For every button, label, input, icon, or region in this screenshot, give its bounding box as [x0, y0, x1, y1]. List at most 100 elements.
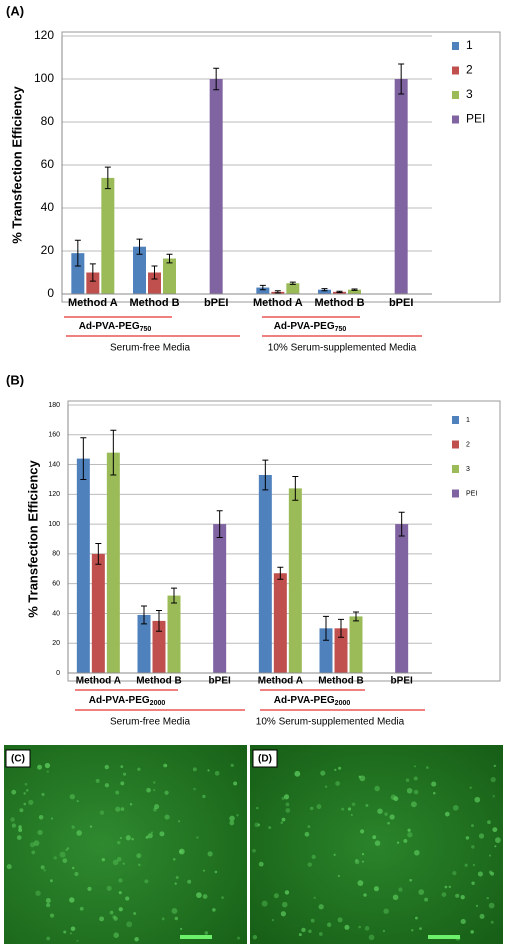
- cell: [118, 878, 123, 883]
- cell: [24, 782, 28, 786]
- cell: [444, 811, 450, 817]
- y-tick-label: 140: [48, 461, 60, 468]
- cell: [214, 770, 220, 776]
- cell: [460, 895, 465, 900]
- legend-label: 2: [466, 441, 470, 448]
- cell: [333, 853, 336, 856]
- cell: [46, 770, 49, 773]
- cell: [63, 930, 67, 934]
- cell: [393, 796, 399, 802]
- panel-label: (C): [11, 754, 25, 765]
- cell: [159, 831, 165, 837]
- bar: [348, 289, 361, 294]
- cell: [355, 858, 359, 862]
- cell: [460, 918, 466, 925]
- cell: [382, 929, 386, 933]
- cell: [479, 913, 485, 919]
- legend-label: 2: [466, 63, 473, 77]
- cell: [28, 799, 34, 805]
- cell: [284, 890, 290, 895]
- cell: [361, 860, 365, 863]
- cell: [307, 825, 311, 829]
- panel-label: (D): [258, 754, 272, 765]
- cell: [357, 880, 364, 886]
- x-tick-label: Method B: [314, 297, 364, 309]
- cell: [344, 924, 350, 930]
- media-label: 10% Serum-supplemented Media: [268, 343, 417, 354]
- group-label-subscript: 750: [140, 326, 152, 333]
- cell: [414, 916, 418, 920]
- cell: [448, 885, 452, 889]
- label-box: [5, 749, 31, 768]
- bar: [152, 620, 166, 673]
- cell: [364, 926, 370, 931]
- cell: [368, 934, 375, 941]
- cell: [207, 851, 213, 857]
- group-label-text: Ad-PVA-PEG: [274, 321, 335, 332]
- legend-label: 1: [466, 417, 470, 424]
- cell: [470, 930, 474, 934]
- legend-swatch: [452, 91, 459, 99]
- cell: [392, 894, 399, 901]
- error-bar: [80, 437, 87, 480]
- bar: [286, 283, 300, 294]
- cell: [164, 790, 169, 795]
- cell: [192, 767, 197, 772]
- cell: [37, 829, 43, 836]
- group-label: Ad-PVA-PEG2000: [89, 695, 166, 707]
- cell: [146, 787, 151, 793]
- cell: [358, 775, 361, 779]
- cell: [174, 882, 177, 885]
- label-box: [252, 749, 278, 768]
- bar: [148, 272, 161, 294]
- bar: [86, 272, 100, 294]
- cell: [261, 900, 268, 907]
- cell: [334, 768, 337, 771]
- cell: [268, 826, 272, 830]
- cell: [150, 831, 154, 834]
- cell: [43, 869, 46, 872]
- cell: [363, 893, 367, 897]
- scale-bar: [428, 935, 460, 939]
- x-tick-label: bPEI: [389, 297, 413, 309]
- error-bar: [338, 618, 344, 638]
- cell: [161, 917, 165, 921]
- cell: [112, 915, 117, 919]
- cell: [229, 815, 235, 822]
- cell: [326, 922, 332, 927]
- cell: [475, 904, 479, 908]
- cell: [164, 764, 168, 767]
- cell: [294, 770, 301, 777]
- y-tick-label: 80: [41, 114, 55, 128]
- cell: [116, 840, 121, 845]
- y-tick-label: 20: [52, 640, 60, 647]
- y-tick-label: 160: [48, 432, 60, 439]
- bar: [163, 258, 176, 294]
- cell: [104, 783, 110, 788]
- cell: [76, 939, 79, 942]
- cell: [426, 766, 429, 769]
- cell: [383, 908, 389, 914]
- error-bar: [156, 609, 162, 632]
- cell: [271, 918, 275, 922]
- error-bar: [274, 290, 281, 294]
- bar: [395, 524, 409, 673]
- cell: [126, 921, 133, 928]
- cell: [471, 824, 475, 828]
- x-tick-label: Method B: [318, 676, 364, 687]
- cell: [258, 861, 264, 867]
- cell: [164, 814, 170, 820]
- legend-swatch: [452, 440, 459, 449]
- cell: [474, 796, 481, 803]
- cell: [419, 927, 422, 930]
- cell: [66, 847, 70, 850]
- cell: [180, 927, 183, 931]
- cell: [106, 885, 112, 891]
- cell: [175, 875, 179, 880]
- cell: [123, 772, 127, 776]
- y-tick-label: 40: [41, 200, 55, 214]
- group-label: Ad-PVA-PEG750: [79, 321, 152, 333]
- error-bar: [336, 290, 343, 293]
- x-tick-label: Method B: [129, 297, 179, 309]
- legend-label: 3: [466, 466, 470, 473]
